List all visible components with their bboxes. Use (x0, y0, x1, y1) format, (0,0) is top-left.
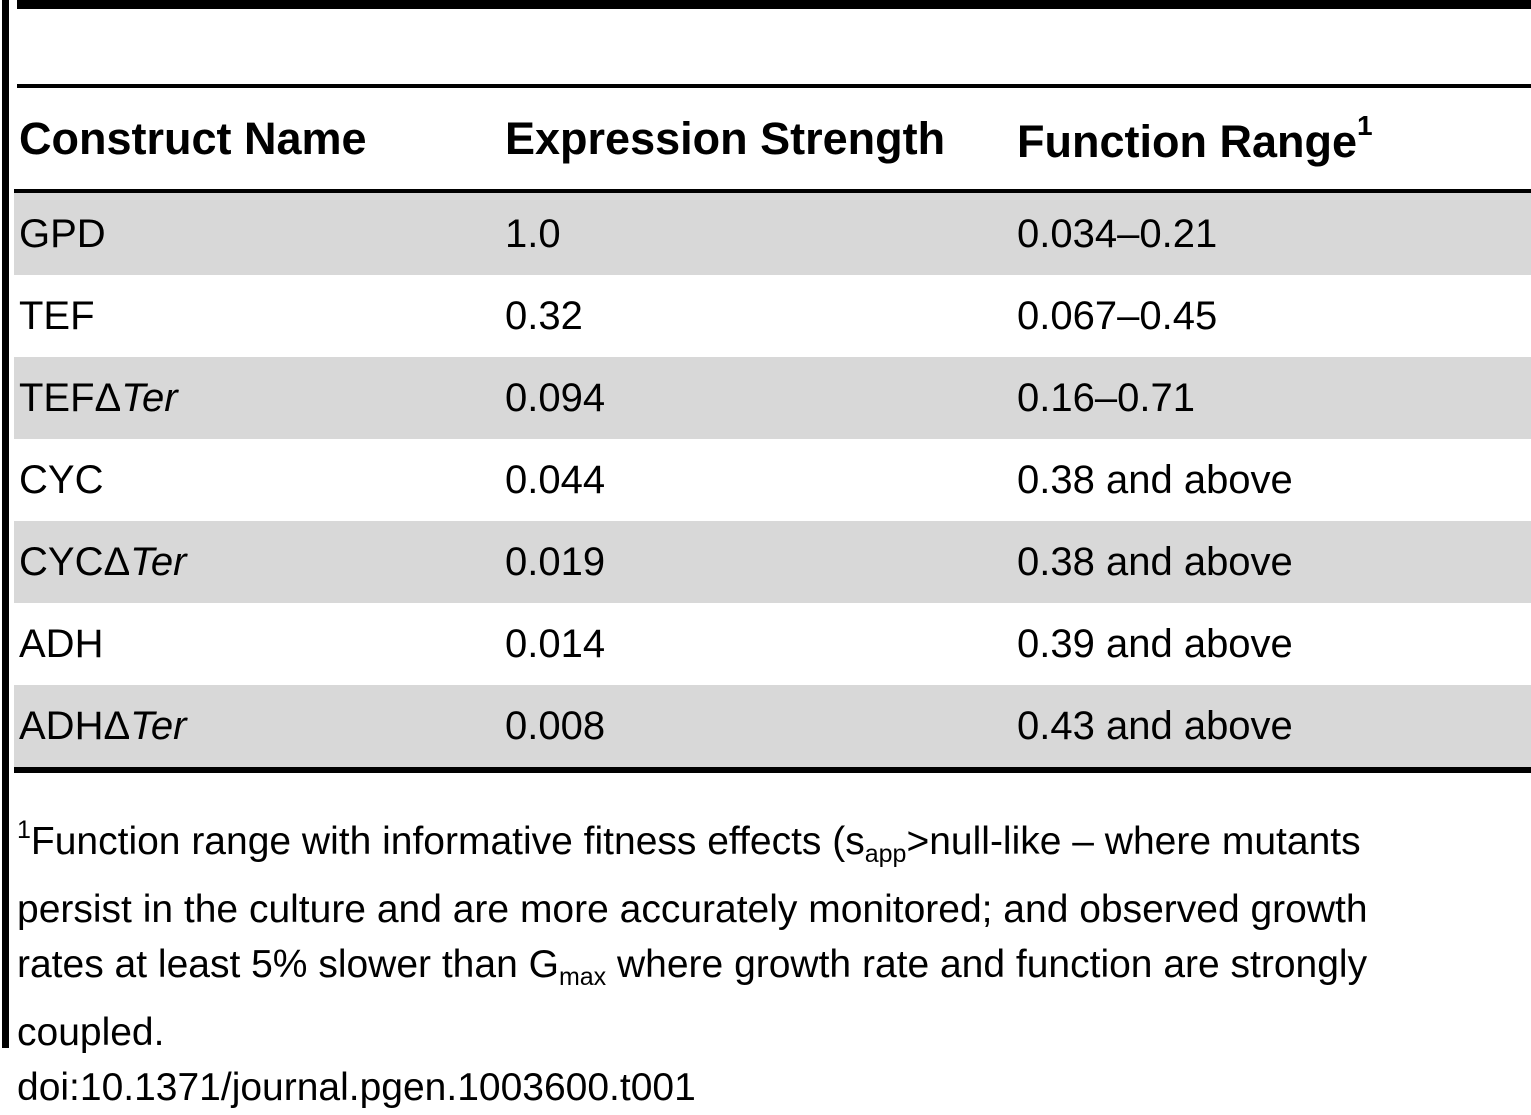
construct-name-text: TEF (19, 375, 95, 420)
delta-symbol: Δ (103, 703, 131, 748)
footnote-line: 1Function range with informative fitness… (17, 803, 1531, 882)
construct-name-cell: ADH (14, 603, 504, 685)
delta-symbol: Δ (94, 375, 122, 420)
table-top-rule (17, 0, 1531, 9)
function-range-cell: 0.067–0.45 (1017, 293, 1218, 338)
page-left-border (2, 0, 9, 1048)
construct-name-cell: TEF (14, 275, 504, 357)
doi-line: doi:10.1371/journal.pgen.1003600.t001 (17, 1060, 1531, 1115)
expression-strength-cell: 0.008 (504, 685, 1016, 773)
construct-name-cell: GPD (14, 193, 504, 275)
footnote-marker: 1 (17, 816, 31, 844)
construct-name-text: CYC (19, 457, 104, 502)
construct-name-cell: TEFΔTer (14, 357, 504, 439)
expression-strength-cell: 0.014 (505, 621, 606, 666)
doi-text: doi:10.1371/journal.pgen.1003600.t001 (17, 1066, 696, 1109)
footnote-line: persist in the culture and are more accu… (17, 882, 1531, 937)
header-footnote-marker: 1 (1356, 109, 1373, 141)
construct-name-text: CYC (19, 539, 104, 584)
function-range-cell: 0.16–0.71 (1016, 357, 1531, 439)
function-range-cell: 0.38 and above (1016, 521, 1531, 603)
footnote-subscript: app (864, 840, 907, 868)
construct-name-text: ADH (19, 703, 104, 748)
table-row: GPD 1.0 0.034–0.21 (14, 193, 1531, 275)
table-row: ADH 0.014 0.39 and above (14, 603, 1531, 685)
footnote-text: >null-like – where mutants (906, 820, 1361, 863)
footnote-subscript: max (558, 963, 607, 991)
delta-symbol: Δ (103, 539, 131, 584)
header-construct-name: Construct Name (14, 88, 504, 193)
expression-strength-cell: 0.044 (505, 457, 606, 502)
table-row: CYCΔTer 0.019 0.38 and above (14, 521, 1531, 603)
function-range-cell: 0.034–0.21 (1016, 193, 1531, 275)
construct-name-cell: ADHΔTer (14, 685, 504, 773)
table-figure: Construct Name Expression Strength Funct… (14, 0, 1531, 1115)
table-row: ADHΔTer 0.008 0.43 and above (14, 685, 1531, 773)
terminator-label: Ter (121, 375, 178, 420)
expression-strength-cell: 0.094 (504, 357, 1016, 439)
title-gap (14, 9, 1531, 84)
footnote-line: coupled. (17, 1005, 1531, 1060)
header-function-range: Function Range1 (1016, 88, 1531, 193)
function-range-cell: 0.38 and above (1017, 457, 1293, 502)
table-footnote: 1Function range with informative fitness… (14, 803, 1531, 1115)
function-range-cell: 0.39 and above (1017, 621, 1293, 666)
construct-name-text: TEF (19, 293, 95, 338)
construct-name-text: ADH (19, 621, 104, 666)
footnote-text: persist in the culture and are more accu… (17, 888, 1368, 931)
header-function-range-label: Function Range (1017, 115, 1357, 167)
header-construct-name-label: Construct Name (19, 112, 367, 164)
terminator-label: Ter (130, 703, 187, 748)
expression-strength-cell: 0.32 (505, 293, 583, 338)
header-expression-strength-label: Expression Strength (505, 112, 946, 164)
terminator-label: Ter (130, 539, 187, 584)
expression-strength-cell: 1.0 (504, 193, 1016, 275)
header-top-rule (17, 84, 1531, 88)
construct-name-cell: CYC (14, 439, 504, 521)
footnote-text: rates at least 5% slower than G (17, 943, 559, 986)
table-row: TEFΔTer 0.094 0.16–0.71 (14, 357, 1531, 439)
footnote-text: Function range with informative fitness … (30, 820, 865, 863)
expression-strength-cell: 0.019 (504, 521, 1016, 603)
header-expression-strength: Expression Strength (504, 88, 1016, 193)
header-row: Construct Name Expression Strength Funct… (14, 88, 1531, 193)
constructs-table: Construct Name Expression Strength Funct… (14, 88, 1531, 773)
table-row: TEF 0.32 0.067–0.45 (14, 275, 1531, 357)
footnote-text: where growth rate and function are stron… (606, 943, 1368, 986)
construct-name-text: GPD (19, 211, 106, 256)
construct-name-cell: CYCΔTer (14, 521, 504, 603)
footnote-line: rates at least 5% slower than Gmax where… (17, 937, 1531, 1005)
function-range-cell: 0.43 and above (1016, 685, 1531, 773)
footnote-text: coupled. (17, 1011, 165, 1054)
table-row: CYC 0.044 0.38 and above (14, 439, 1531, 521)
